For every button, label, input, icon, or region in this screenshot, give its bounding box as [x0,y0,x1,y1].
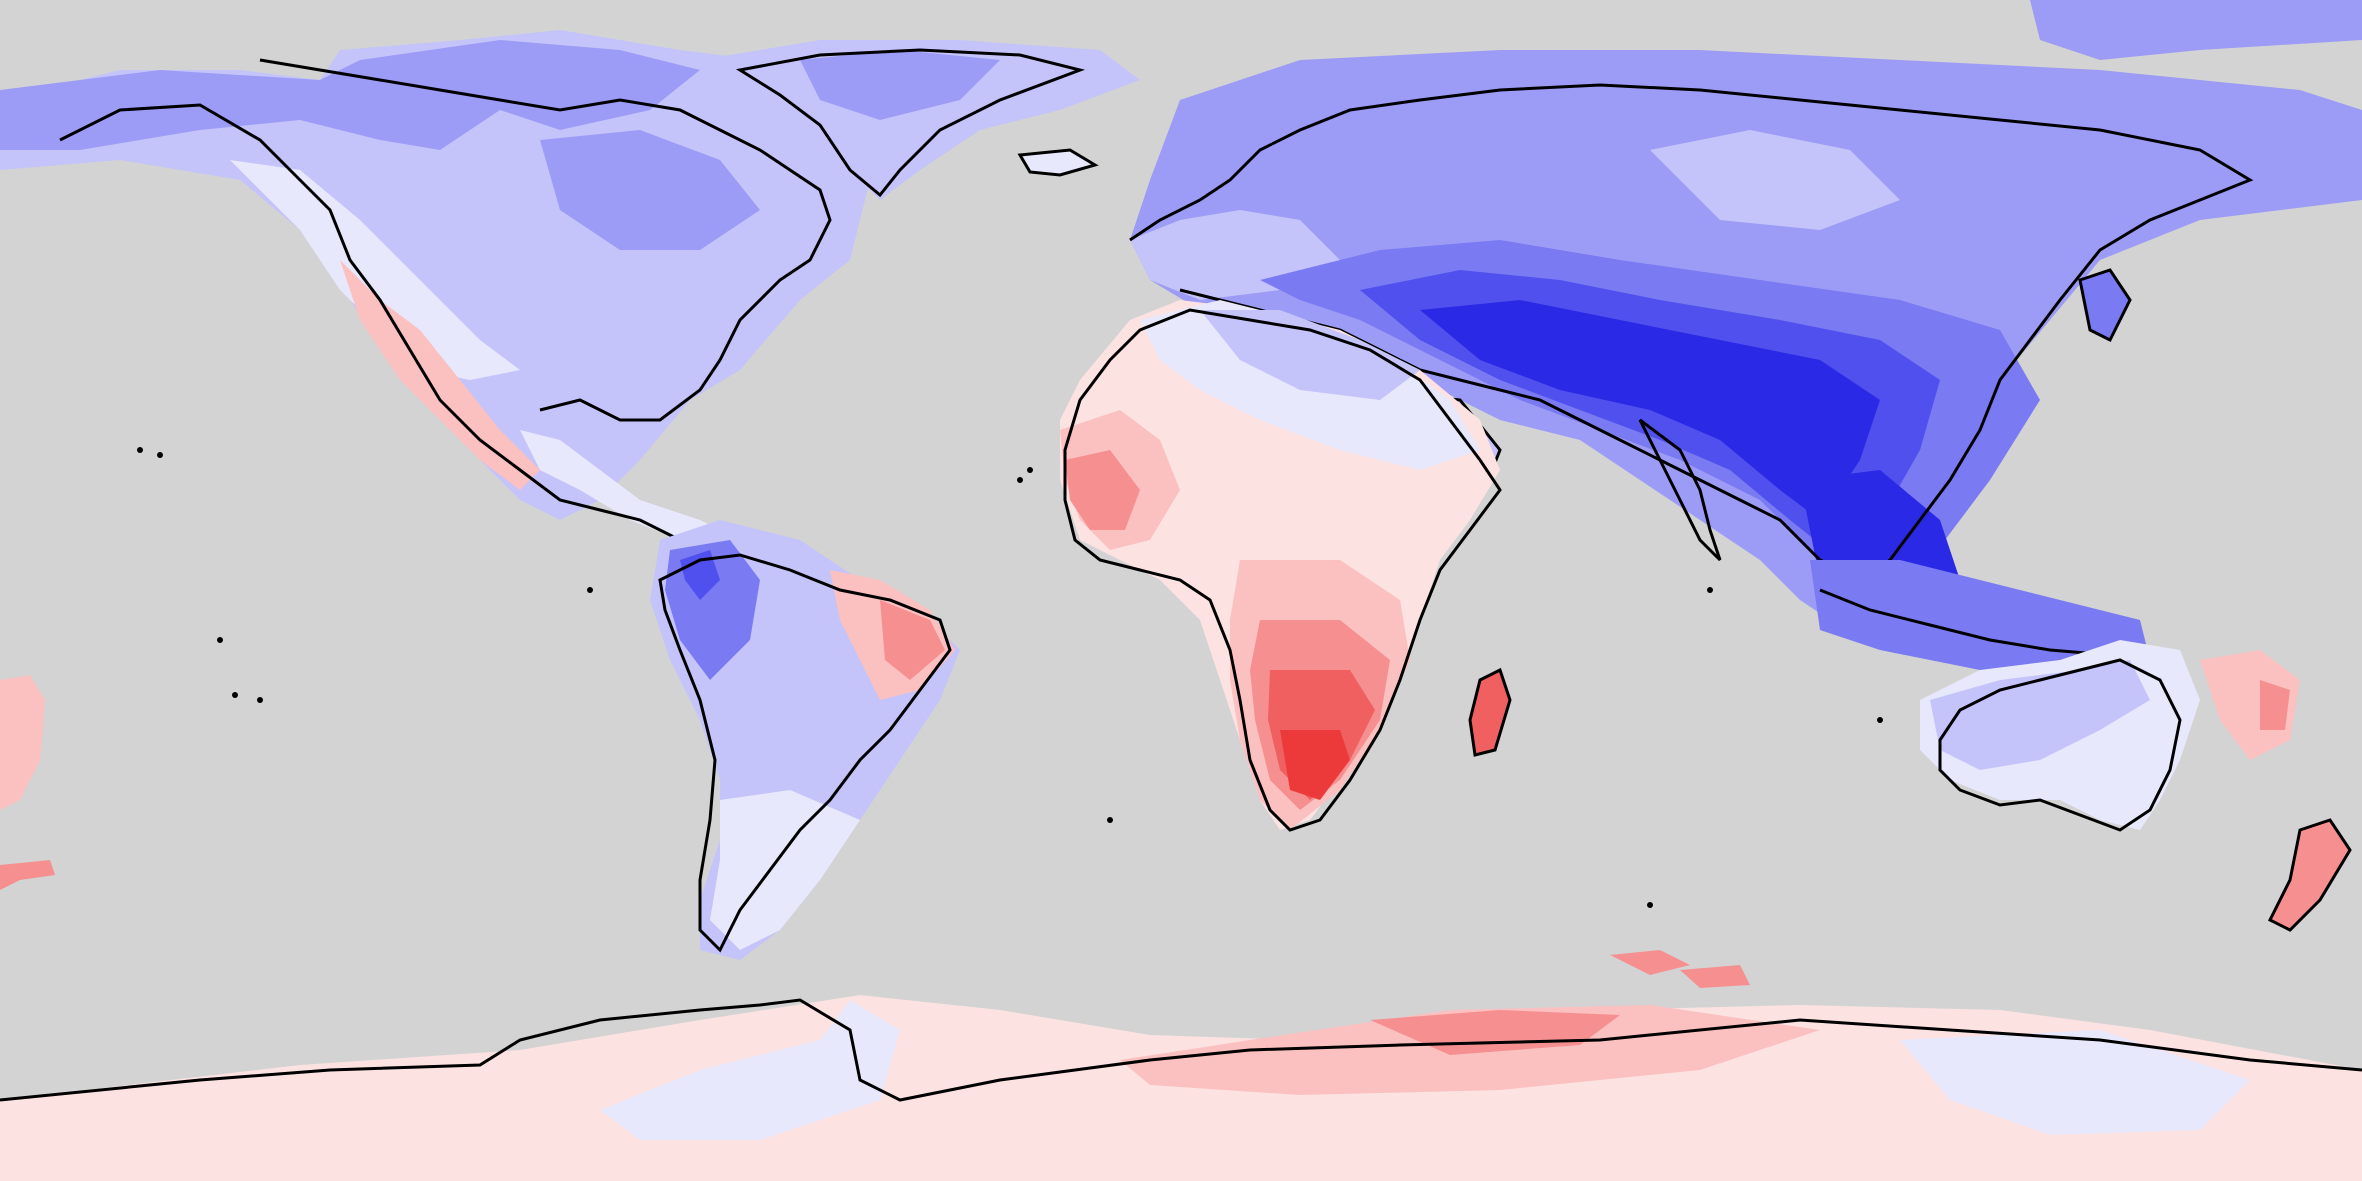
west-africa-red [1065,450,1140,530]
indonesia-coastline [1819,588,2111,657]
australia-region [1920,640,2352,932]
australia-blue [1930,660,2150,770]
antarctica-blue-west [600,1000,900,1140]
india-outline [1638,418,1722,562]
africa [1060,300,1512,832]
africa-coastline [1063,308,1502,832]
japan [2078,268,2132,343]
pacific-red-east [2200,650,2300,760]
greenland-core [800,50,1000,120]
southern-africa-red-core [1280,730,1350,800]
antarctica-blue-east [1900,1030,2250,1135]
small-islands [137,447,1883,908]
siberia-pale [1650,130,1900,230]
north-america [0,30,870,562]
greenland-coastline [735,48,1086,198]
north-africa-blue [1200,310,1420,400]
amazon-core [680,550,720,600]
australia-coastline [1938,658,2182,832]
north-america-arctic-deep [0,40,700,150]
north-america-coastline [59,58,832,562]
northeast-edge-blue [2030,0,2362,60]
central-asia-core [1420,300,1880,520]
antarctica-region [0,950,2362,1181]
brazil-red-inner [880,600,945,680]
hudson-deep [540,130,760,250]
new-zealand [2267,818,2352,932]
south-america-coastline [658,553,952,953]
maritime-southeast-asia [1810,560,2150,680]
antarctic-islands [1610,950,1750,988]
pacific-red-core [2260,680,2290,730]
west-edge-patches [0,0,2362,890]
west-edge-red-2 [0,860,55,890]
patagonia-pale [710,790,860,950]
mexico-central-america [520,430,740,560]
west-edge-red-1 [0,675,45,810]
antarctica-coastline [0,998,2362,1102]
south-america [650,520,960,960]
madagascar [1468,667,1512,757]
north-america-pale-west [230,160,520,380]
greenland [700,40,1140,200]
iceland [1017,148,1099,177]
eurasia-coastline [1129,83,2254,582]
